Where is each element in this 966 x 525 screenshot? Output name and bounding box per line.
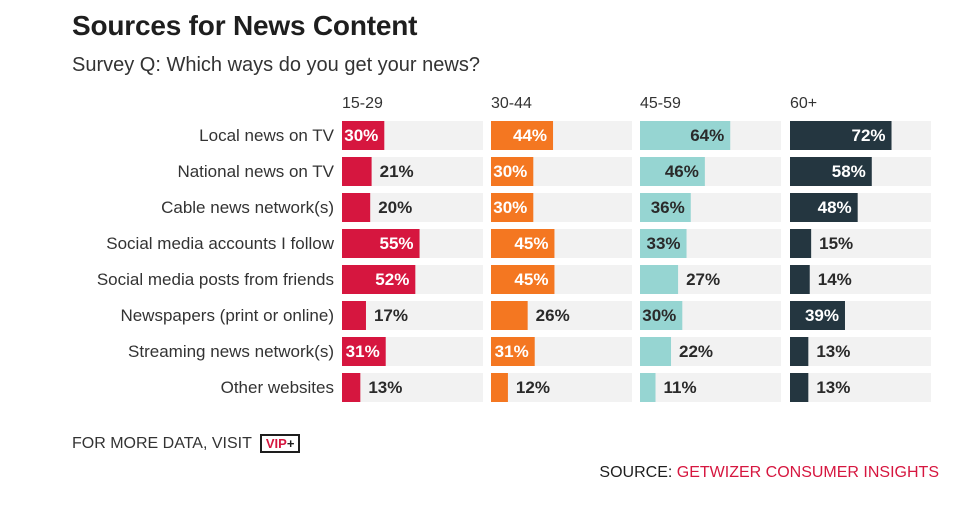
series-header-label: 15-29 (342, 95, 383, 112)
source-label: SOURCE: (599, 464, 677, 481)
bar (790, 265, 810, 294)
bar (790, 301, 845, 330)
data-label: 58% (832, 162, 866, 181)
bar (342, 193, 371, 222)
data-label: 15% (819, 234, 853, 253)
bar-track (790, 265, 931, 294)
data-label: 36% (651, 198, 685, 217)
series-header-label: 30-44 (491, 95, 532, 112)
category-label: Social media posts from friends (97, 270, 334, 289)
data-label: 33% (646, 234, 680, 253)
bar (342, 337, 386, 366)
bar (491, 193, 534, 222)
bar-track (342, 373, 483, 402)
bar (491, 265, 555, 294)
data-label: 21% (380, 162, 414, 181)
bar-track (640, 373, 781, 402)
bar (342, 157, 372, 186)
data-label: 12% (516, 378, 550, 397)
bar (790, 121, 892, 150)
bar (790, 229, 812, 258)
data-label: 20% (378, 198, 412, 217)
bar-track (790, 337, 931, 366)
bar (640, 121, 731, 150)
data-label: 45% (514, 234, 548, 253)
data-label: 17% (374, 306, 408, 325)
bar (640, 373, 656, 402)
data-label: 22% (679, 342, 713, 361)
category-label: Streaming news network(s) (128, 342, 334, 361)
bar (640, 337, 672, 366)
data-label: 30% (344, 126, 378, 145)
category-label: Local news on TV (199, 126, 334, 145)
data-label: 27% (686, 270, 720, 289)
category-label: Newspapers (print or online) (120, 306, 334, 325)
vip-plus-sign: + (286, 436, 295, 451)
data-label: 13% (816, 342, 850, 361)
data-label: 14% (818, 270, 852, 289)
series-header-label: 45-59 (640, 95, 681, 112)
category-label: Social media accounts I follow (106, 234, 334, 253)
category-label: National news on TV (177, 162, 334, 181)
data-label: 52% (375, 270, 409, 289)
data-label: 30% (493, 162, 527, 181)
vip-plus-link[interactable]: VIP+ (259, 434, 301, 453)
bar (491, 229, 555, 258)
source-name: GETWIZER CONSUMER INSIGHTS (676, 464, 939, 481)
bar (342, 301, 366, 330)
bar (640, 265, 679, 294)
bar (342, 373, 361, 402)
data-label: 46% (665, 162, 699, 181)
vip-label: VIP (265, 436, 287, 451)
bar (790, 193, 858, 222)
category-label: Cable news network(s) (161, 198, 334, 217)
bar (640, 193, 691, 222)
data-label: 13% (816, 378, 850, 397)
bar-track (491, 373, 632, 402)
data-label: 30% (642, 306, 676, 325)
data-label: 31% (495, 342, 529, 361)
data-label: 44% (513, 126, 547, 145)
bar (640, 229, 687, 258)
bar (790, 157, 872, 186)
bar (790, 373, 809, 402)
data-label: 31% (346, 342, 380, 361)
bar (491, 121, 554, 150)
bar (491, 301, 528, 330)
category-label: Other websites (221, 378, 334, 397)
bar (491, 157, 534, 186)
bar (342, 121, 385, 150)
bar (342, 229, 420, 258)
data-label: 72% (851, 126, 885, 145)
bar (640, 301, 683, 330)
chart-subtitle: Survey Q: Which ways do you get your new… (72, 54, 480, 76)
data-label: 45% (514, 270, 548, 289)
data-label: 30% (493, 198, 527, 217)
data-label: 48% (818, 198, 852, 217)
bar (491, 337, 535, 366)
source-credit: SOURCE: GETWIZER CONSUMER INSIGHTS (599, 464, 939, 482)
bar (790, 337, 809, 366)
data-label: 64% (690, 126, 724, 145)
bar (342, 265, 416, 294)
bar-track (790, 373, 931, 402)
bar-track (790, 229, 931, 258)
more-data-label: FOR MORE DATA, VISIT (72, 434, 252, 452)
data-label: 11% (664, 378, 697, 397)
data-label: 39% (805, 306, 839, 325)
data-label: 26% (536, 306, 570, 325)
series-header-label: 60+ (790, 95, 817, 112)
data-label: 13% (368, 378, 402, 397)
bar (640, 157, 705, 186)
bar (491, 373, 508, 402)
chart-title: Sources for News Content (72, 10, 418, 41)
data-label: 55% (380, 234, 414, 253)
more-data-footer: FOR MORE DATA, VISIT VIP+ (72, 434, 301, 453)
